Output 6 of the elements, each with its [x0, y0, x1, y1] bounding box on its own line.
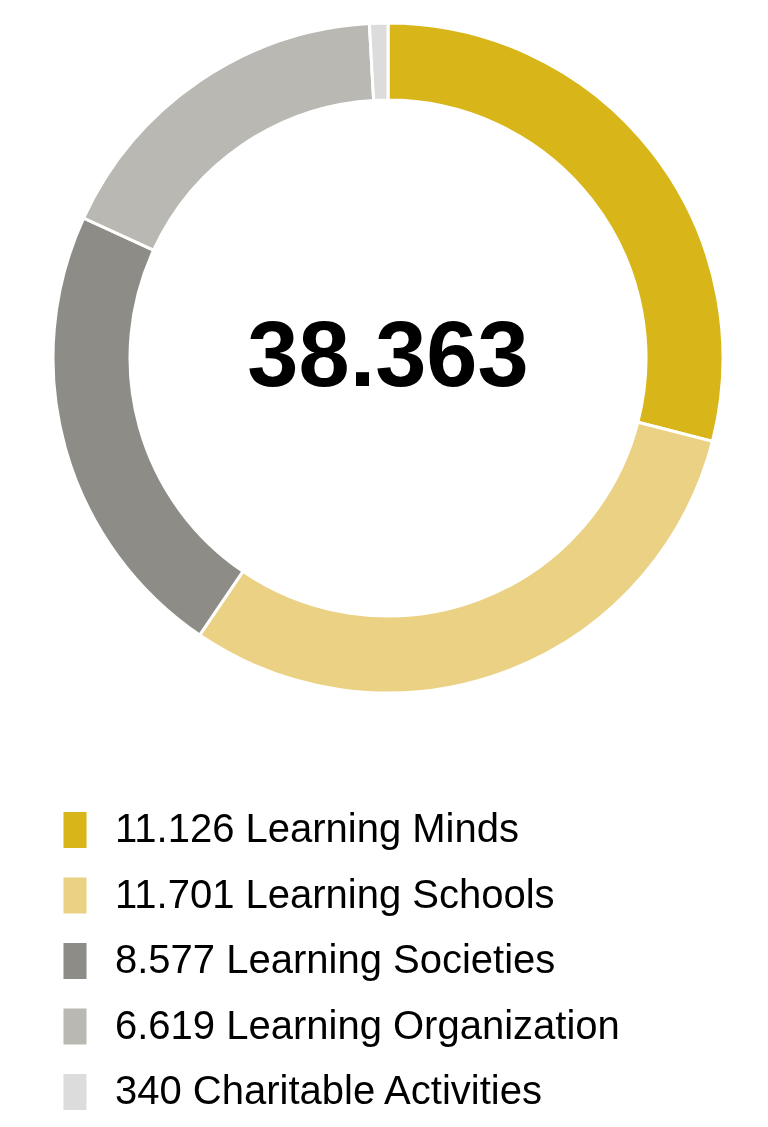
- text: 38.363: [247, 303, 529, 405]
- legend-label: 11.701 Learning Schools: [115, 871, 555, 916]
- legend-label: 8.577 Learning Societies: [115, 937, 556, 981]
- legend-label: 340 Charitable Activities: [115, 1068, 542, 1112]
- legend-label: 11.126 Learning Minds: [115, 806, 519, 850]
- legend-label: 6.619 Learning Organization: [115, 1002, 620, 1047]
